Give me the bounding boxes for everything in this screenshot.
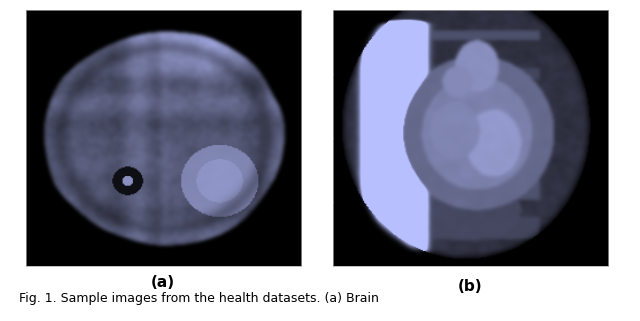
X-axis label: (a): (a) (151, 275, 175, 290)
Text: Fig. 1. Sample images from the health datasets. (a) Brain: Fig. 1. Sample images from the health da… (19, 292, 379, 305)
X-axis label: (b): (b) (458, 279, 483, 294)
